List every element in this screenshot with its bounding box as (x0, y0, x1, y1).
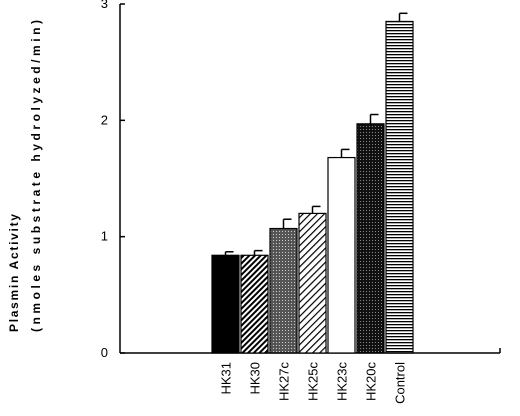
y-tick-label: 1 (101, 229, 108, 244)
y-tick-label: 0 (101, 345, 108, 360)
x-tick-label: Control (393, 362, 408, 404)
x-tick-label: HK23c (335, 362, 350, 402)
bar (298, 212, 327, 354)
y-axis-label: Plasmin Activity (7, 214, 21, 332)
x-tick-label: HK20c (364, 362, 379, 402)
bar (327, 156, 356, 354)
y-tick-label: 2 (101, 112, 108, 127)
x-tick-label: HK31 (219, 362, 234, 395)
bar (385, 20, 414, 354)
bar (356, 123, 385, 354)
bar (211, 254, 240, 354)
x-tick-label: HK25c (306, 362, 321, 402)
bar (240, 254, 269, 354)
bar (269, 227, 298, 354)
y-tick-label: 3 (101, 0, 108, 11)
y-axis-label: (nmoles substrate hydrolyzed/min) (29, 20, 43, 332)
x-tick-label: HK27c (277, 362, 292, 402)
x-tick-label: HK30 (248, 362, 263, 395)
